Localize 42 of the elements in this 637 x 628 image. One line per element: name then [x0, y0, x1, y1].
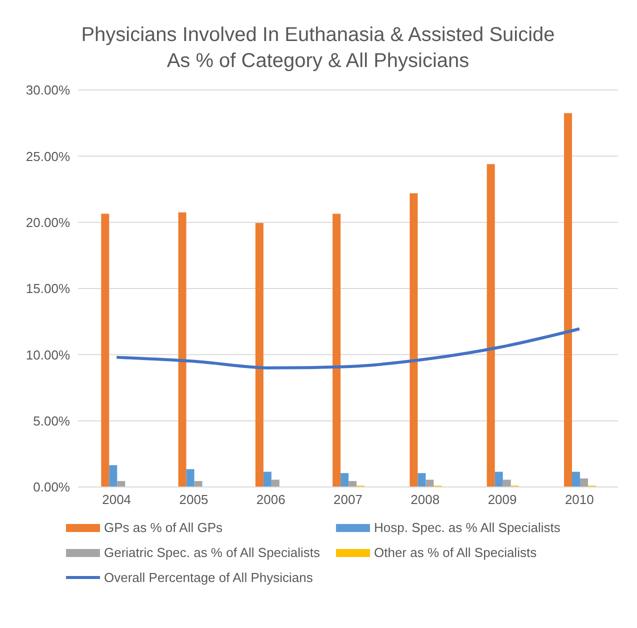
x-tick-label: 2004 — [102, 492, 132, 508]
y-tick-label: 20.00% — [26, 214, 70, 230]
y-tick-label: 15.00% — [26, 281, 70, 296]
bar — [186, 469, 194, 487]
legend-label: GPs as % of All GPs — [104, 520, 222, 535]
bar — [580, 478, 588, 487]
bar — [410, 193, 418, 487]
bar — [109, 465, 118, 487]
legend-label: Geriatric Spec. as % of All Specialists — [104, 545, 320, 560]
x-tick-label: 2006 — [256, 492, 286, 508]
bar — [194, 481, 202, 487]
x-tick-label: 2005 — [179, 492, 208, 508]
bar — [572, 472, 580, 487]
bar — [340, 473, 349, 487]
legend-label: Other as % of All Specialists — [374, 545, 537, 560]
x-tick-label: 2007 — [334, 492, 362, 508]
x-tick-label: 2010 — [564, 492, 594, 508]
bar — [418, 473, 426, 487]
bar — [348, 481, 357, 487]
legend-label: Overall Percentage of All Physicians — [104, 570, 313, 585]
bar — [486, 164, 495, 487]
x-tick-label: 2009 — [488, 492, 517, 508]
y-tick-label: 10.00% — [26, 347, 70, 362]
bar — [101, 214, 110, 487]
bar — [255, 222, 264, 487]
bar — [332, 214, 341, 487]
bar — [564, 113, 572, 487]
line-series — [115, 327, 581, 370]
chart-title: Physicians Involved In Euthanasia & Assisted Suicide As % of Category & All Physicians — [80, 23, 556, 74]
x-tick-label: 2008 — [410, 492, 440, 508]
bar — [494, 472, 503, 487]
y-tick-label: 0.00% — [33, 480, 70, 495]
y-tick-label: 25.00% — [26, 148, 70, 164]
y-tick-label: 30.00% — [26, 82, 70, 98]
bar — [117, 481, 126, 487]
bar — [271, 480, 280, 487]
y-tick-label: 5.00% — [33, 413, 70, 428]
bar — [263, 472, 272, 487]
bar — [426, 480, 434, 487]
legend-label: Hosp. Spec. as % All Specialists — [374, 520, 560, 535]
bar — [178, 212, 186, 487]
bar — [502, 480, 511, 487]
